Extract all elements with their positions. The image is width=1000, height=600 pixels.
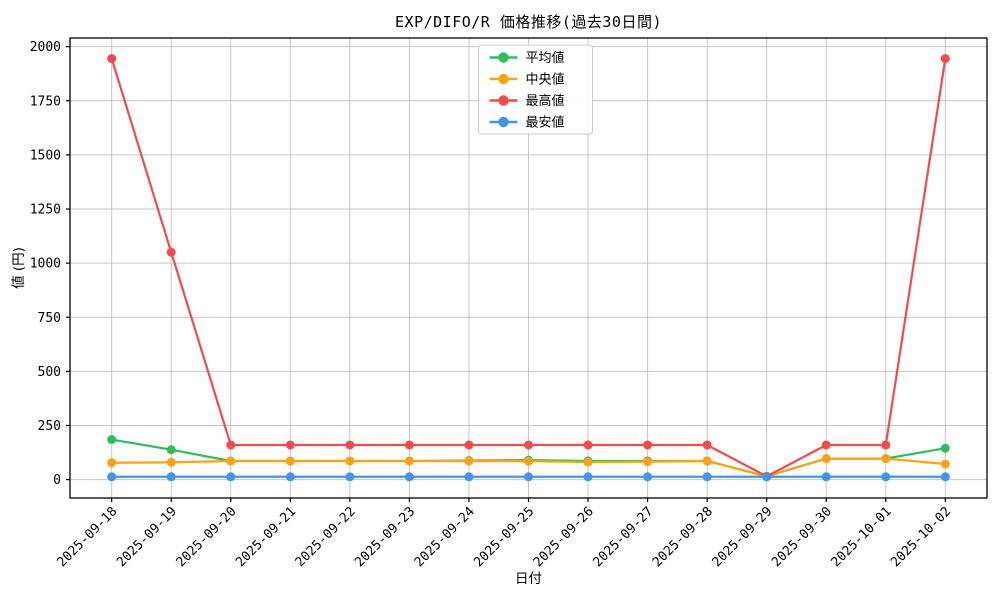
data-point-marker — [226, 472, 236, 482]
data-point-marker — [643, 472, 653, 482]
legend-marker-dot — [498, 95, 509, 106]
data-point-marker — [821, 472, 831, 482]
y-tick-label: 0 — [53, 473, 61, 488]
data-point-marker — [881, 472, 891, 482]
y-tick-label: 1000 — [30, 257, 61, 272]
data-point-marker — [226, 440, 236, 450]
legend-label: 最高値 — [526, 93, 565, 109]
legend-label: 平均値 — [526, 50, 565, 66]
legend-label: 最安値 — [526, 115, 565, 131]
data-point-marker — [404, 472, 414, 482]
data-point-marker — [166, 472, 176, 482]
data-point-marker — [762, 472, 772, 482]
legend-item: 最高値 — [489, 93, 565, 109]
legend-item: 最安値 — [489, 115, 565, 131]
data-point-marker — [404, 440, 414, 450]
x-tick-label: 2025-09-30 — [769, 504, 835, 570]
data-point-marker — [345, 456, 355, 466]
x-tick-label: 2025-09-19 — [114, 504, 180, 570]
x-axis-label: 日付 — [515, 571, 542, 587]
data-point-marker — [524, 440, 533, 450]
x-tick-label: 2025-09-21 — [233, 504, 299, 570]
data-point-marker — [583, 457, 593, 467]
data-point-marker — [702, 472, 712, 482]
data-point-marker — [285, 440, 295, 450]
x-tick-label: 2025-09-27 — [590, 504, 656, 570]
data-point-marker — [464, 456, 474, 466]
data-point-marker — [166, 445, 176, 455]
data-point-marker — [464, 440, 474, 450]
data-point-marker — [107, 458, 117, 468]
x-tick-label: 2025-10-02 — [888, 504, 954, 570]
chart-title: EXP/DIFO/R 価格推移(過去30日間) — [395, 13, 662, 31]
x-tick-label: 2025-09-28 — [650, 504, 716, 570]
x-tick-label: 2025-09-25 — [471, 504, 537, 570]
y-tick-label: 1250 — [30, 203, 61, 218]
legend-marker-dot — [498, 52, 509, 63]
y-axis-label: 値 (円) — [11, 247, 27, 289]
data-point-marker — [702, 440, 712, 450]
data-point-marker — [107, 435, 117, 445]
x-tick-label: 2025-09-24 — [412, 504, 478, 570]
data-point-marker — [404, 456, 414, 466]
data-point-marker — [583, 440, 593, 450]
data-point-marker — [821, 454, 831, 464]
data-point-marker — [702, 456, 712, 466]
legend-marker-dot — [498, 116, 509, 128]
data-point-marker — [940, 54, 950, 64]
y-tick-label: 1500 — [30, 148, 61, 163]
y-tick-label: 750 — [38, 311, 61, 326]
data-point-marker — [940, 443, 950, 453]
data-point-marker — [643, 440, 653, 450]
x-tick-label: 2025-09-23 — [352, 504, 418, 570]
data-point-marker — [583, 472, 593, 482]
legend-label: 中央値 — [526, 72, 565, 88]
data-point-marker — [940, 472, 950, 482]
data-point-marker — [166, 457, 176, 467]
legend-item: 平均値 — [489, 50, 565, 66]
x-tick-label: 2025-09-20 — [174, 504, 240, 570]
data-point-marker — [107, 472, 117, 482]
y-tick-label: 1750 — [30, 94, 61, 109]
y-tick-label: 2000 — [30, 40, 61, 55]
data-point-marker — [940, 459, 950, 469]
x-tick-label: 2025-09-22 — [293, 504, 359, 570]
data-point-marker — [226, 456, 236, 466]
data-point-marker — [464, 472, 474, 482]
y-tick-label: 250 — [38, 419, 61, 434]
data-point-marker — [285, 456, 295, 466]
data-point-marker — [524, 456, 533, 466]
y-tick-label: 500 — [38, 365, 61, 380]
legend-item: 中央値 — [489, 72, 565, 88]
data-point-marker — [881, 440, 891, 450]
data-point-marker — [524, 472, 533, 482]
legend-box — [478, 44, 593, 135]
data-point-marker — [345, 472, 355, 482]
data-point-marker — [345, 440, 355, 450]
data-point-marker — [285, 472, 295, 482]
data-point-marker — [166, 247, 176, 257]
x-tick-label: 2025-09-29 — [710, 504, 776, 570]
data-point-marker — [821, 440, 831, 450]
x-tick-label: 2025-09-26 — [531, 504, 597, 570]
data-point-marker — [643, 457, 653, 467]
data-point-marker — [107, 54, 117, 64]
plot-border — [69, 37, 988, 499]
x-tick-label: 2025-09-18 — [55, 504, 121, 570]
legend-marker-dot — [498, 73, 509, 85]
data-point-marker — [881, 454, 891, 464]
x-tick-label: 2025-10-01 — [829, 504, 895, 570]
